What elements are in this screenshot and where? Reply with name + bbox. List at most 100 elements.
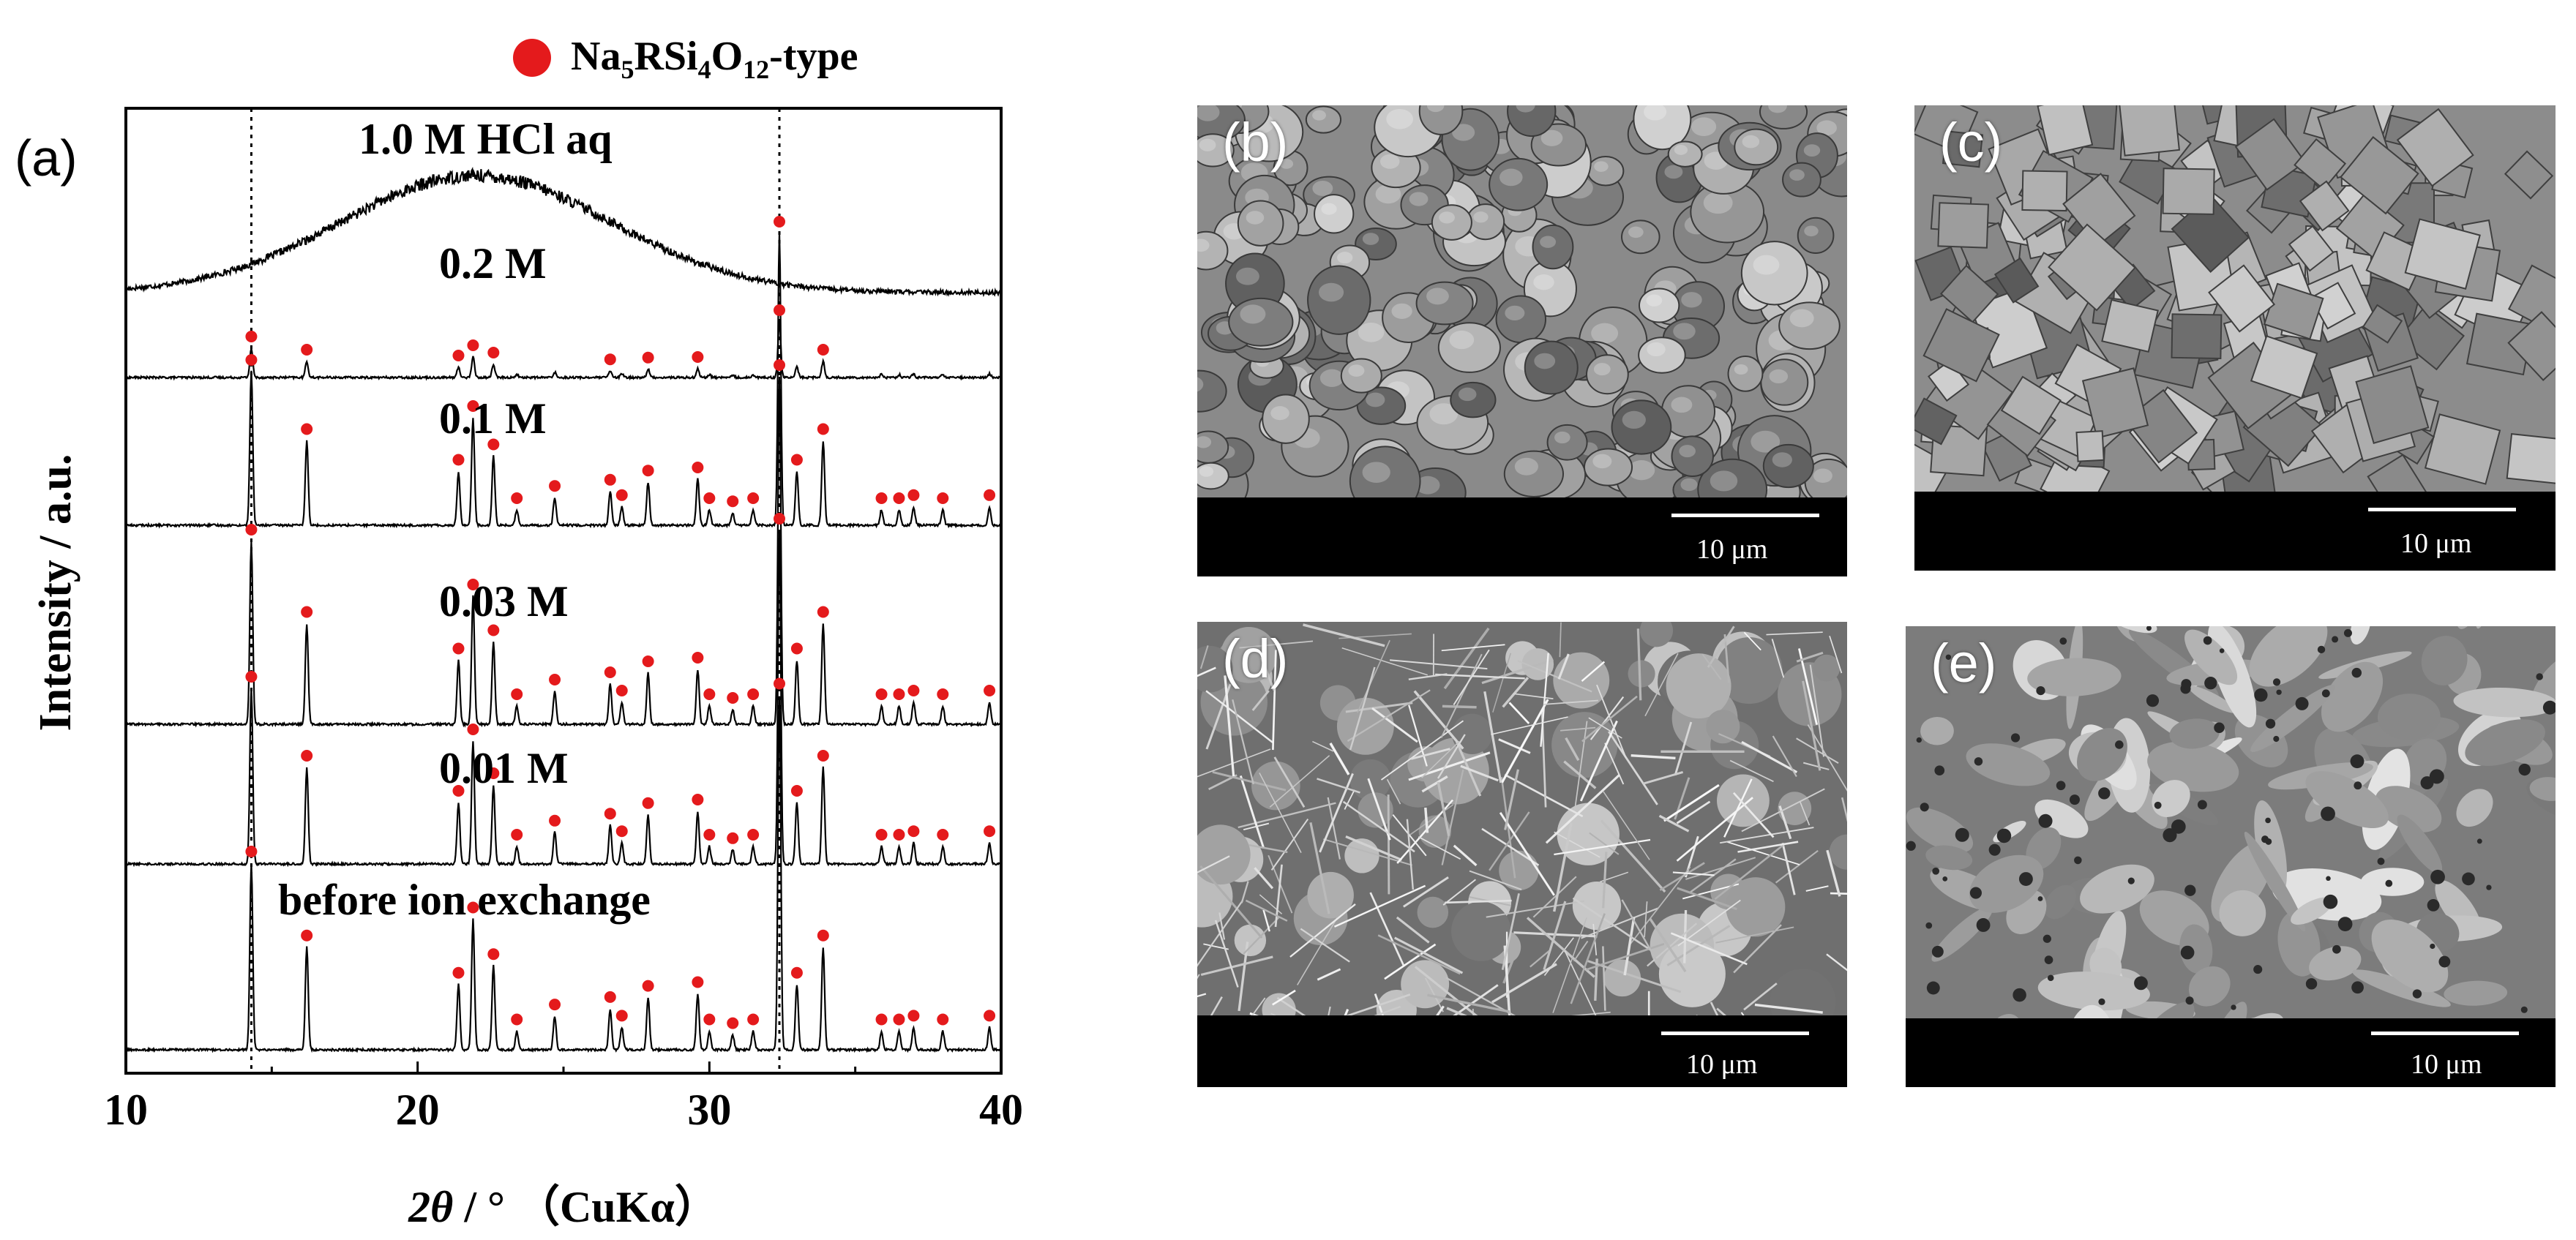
scale-text-c: 10 μm (2400, 528, 2472, 559)
peak-marker (774, 216, 786, 228)
sem-image-c: (c) 10 μm (1914, 105, 2556, 571)
sem-texture-e (1906, 626, 2556, 1018)
peak-marker (984, 825, 996, 838)
peak-marker (703, 1013, 716, 1026)
scale-bar-c (2368, 508, 2516, 511)
peak-marker (703, 829, 716, 841)
peak-marker (452, 454, 465, 466)
scale-bar-area-e: 10 μm (1906, 1018, 2556, 1087)
peak-marker (703, 492, 716, 504)
sem-label-b: (b) (1222, 112, 1289, 173)
peak-marker (452, 350, 465, 361)
xrd-trace (125, 320, 1002, 381)
scale-bar-b (1671, 514, 1819, 517)
peak-marker (907, 489, 920, 501)
peak-marker (747, 1013, 760, 1026)
peak-marker (604, 353, 616, 366)
peak-marker (893, 492, 905, 504)
peak-marker (301, 606, 313, 618)
peak-marker (487, 624, 500, 636)
series-label: 0.01 M (439, 744, 569, 792)
scale-bar-area-c: 10 μm (1914, 492, 2556, 571)
peak-marker (774, 304, 786, 316)
peak-marker (549, 674, 561, 685)
peak-marker (642, 465, 654, 477)
peak-marker (774, 677, 786, 690)
sem-image-b: (b) 10 μm (1197, 105, 1847, 576)
sem-texture-b (1197, 105, 1847, 497)
peak-marker (642, 351, 654, 364)
panel-label-a: (a) (15, 129, 78, 187)
sem-image-d: (d) 10 μm (1197, 622, 1847, 1087)
peak-marker (875, 492, 888, 504)
peak-marker (790, 785, 803, 797)
peak-marker (817, 344, 829, 356)
series-label: 1.0 M HCl aq (359, 115, 613, 163)
legend: Na5RSi4O12-type (513, 34, 858, 84)
peak-marker (511, 492, 523, 504)
peak-marker (937, 829, 949, 841)
peak-marker (487, 438, 500, 451)
peak-marker (774, 513, 786, 525)
peak-marker (301, 344, 313, 356)
peak-marker (245, 354, 258, 366)
peak-marker (511, 829, 523, 841)
series-label: 0.03 M (439, 577, 569, 625)
peak-marker (817, 423, 829, 435)
peak-marker (245, 524, 258, 536)
peak-marker (692, 652, 704, 664)
legend-marker (513, 39, 551, 77)
peak-marker (642, 797, 654, 809)
peak-marker (245, 846, 258, 857)
peak-marker (893, 1013, 905, 1026)
peak-marker (692, 462, 704, 473)
scale-bar-area-b: 10 μm (1197, 497, 1847, 576)
peak-marker (487, 767, 500, 779)
peak-marker (727, 1017, 739, 1029)
xrd-trace (125, 530, 1002, 868)
x-axis-label: 2θ / ° （CuKα） (408, 1182, 719, 1231)
peak-marker (893, 688, 905, 700)
series-label: 0.1 M (439, 394, 547, 443)
peak-marker (301, 750, 313, 762)
peak-marker (487, 347, 500, 358)
peak-marker (615, 489, 628, 501)
peak-marker (642, 980, 654, 992)
traces (124, 166, 1002, 1053)
peak-marker (604, 473, 616, 486)
scale-bar-area-d: 10 μm (1197, 1015, 1847, 1087)
peak-marker (511, 688, 523, 700)
peak-marker (549, 999, 561, 1011)
peak-marker (727, 495, 739, 508)
peak-marker (817, 929, 829, 942)
peak-marker (467, 901, 479, 914)
peak-marker (615, 685, 628, 696)
series-label: before ion exchange (278, 876, 651, 924)
sem-texture-c (1914, 105, 2556, 492)
sem-texture-d (1197, 622, 1847, 1015)
peak-marker (301, 929, 313, 942)
peak-marker (511, 1013, 523, 1026)
peak-marker (692, 976, 704, 988)
peak-marker (937, 1013, 949, 1026)
peak-marker (774, 359, 786, 371)
peak-marker (817, 750, 829, 762)
peak-marker (875, 1013, 888, 1026)
peak-marker (703, 688, 716, 700)
x-tick-label: 10 (104, 1086, 148, 1134)
peak-marker (907, 685, 920, 696)
scale-bar-e (2371, 1032, 2519, 1035)
x-tick-label: 30 (687, 1086, 731, 1134)
peak-marker (452, 642, 465, 655)
peak-marker (245, 671, 258, 683)
xrd-trace (125, 376, 1002, 728)
peak-marker (604, 808, 616, 820)
legend-label: Na5RSi4O12-type (571, 34, 858, 84)
peak-marker (467, 339, 479, 351)
peak-marker (549, 814, 561, 827)
peak-marker (875, 829, 888, 841)
peak-marker (467, 400, 479, 412)
peak-marker (875, 688, 888, 700)
peak-marker (747, 688, 760, 700)
peak-marker (245, 331, 258, 342)
